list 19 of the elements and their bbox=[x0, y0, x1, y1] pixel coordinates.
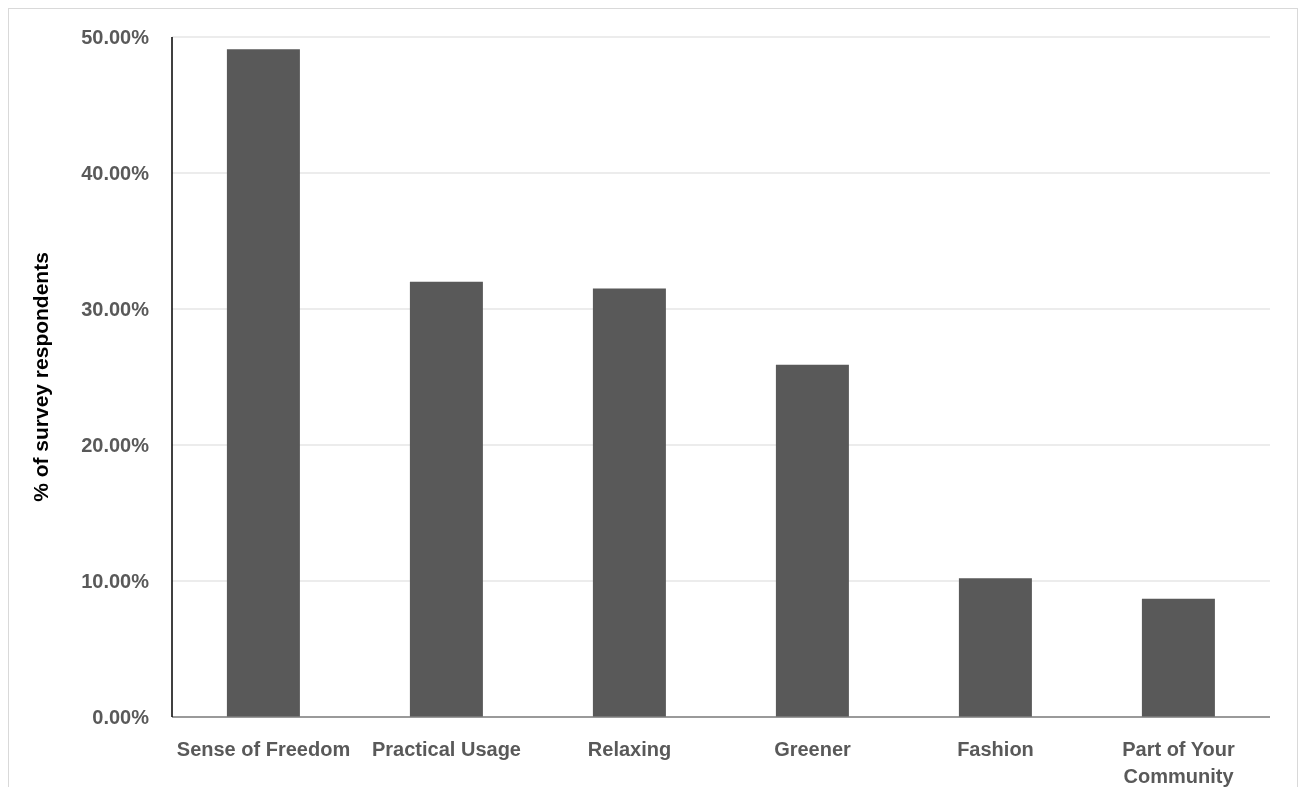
x-tick-label: Sense of Freedom bbox=[176, 738, 351, 760]
x-tick-label: Practical Usage bbox=[372, 738, 521, 760]
y-tick-label: 50.00% bbox=[81, 26, 150, 49]
x-tick-label: Greener bbox=[774, 738, 852, 760]
x-tick-label: Part of Your Community bbox=[1122, 738, 1236, 787]
x-tick-label: Relaxing bbox=[587, 738, 672, 760]
x-tick-label: Fashion bbox=[957, 738, 1034, 760]
bar bbox=[1141, 598, 1215, 717]
y-tick-label: 0.00% bbox=[92, 706, 150, 729]
y-tick-label: 10.00% bbox=[81, 570, 150, 593]
bar bbox=[409, 281, 483, 717]
y-tick-label: 30.00% bbox=[81, 298, 150, 321]
y-tick-label: 20.00% bbox=[81, 434, 150, 457]
bar bbox=[226, 49, 300, 717]
bar bbox=[775, 364, 849, 717]
bar bbox=[958, 578, 1032, 717]
bar bbox=[592, 288, 666, 717]
y-axis-title: % of survey respondents bbox=[28, 252, 52, 502]
y-tick-label: 40.00% bbox=[81, 162, 150, 185]
